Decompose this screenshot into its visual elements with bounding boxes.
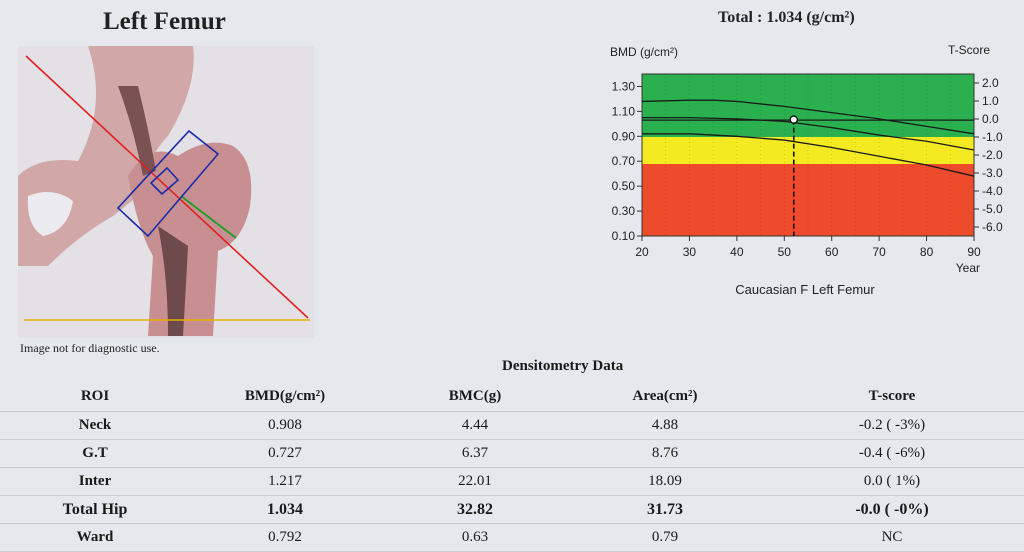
bmc-cell: 4.44 xyxy=(380,411,570,440)
y2-axis-label: T-Score xyxy=(948,43,990,57)
bmd-cell: 0.727 xyxy=(190,439,380,468)
area-cell: 31.73 xyxy=(570,495,760,524)
total-label: Total : xyxy=(718,9,763,26)
bmc-cell: 6.37 xyxy=(380,439,570,468)
x-tick-label: 80 xyxy=(920,245,934,259)
table-row: Inter 1.217 22.01 18.09 0.0 ( 1%) xyxy=(0,467,1024,496)
y-axis-label: BMD (g/cm²) xyxy=(610,45,678,59)
y2-tick-label: -6.0 xyxy=(982,220,1003,234)
tscore-cell: -0.0 ( -0%) xyxy=(760,495,1024,524)
scan-title: Left Femur xyxy=(103,8,226,35)
y2-tick-label: -4.0 xyxy=(982,184,1003,198)
col-roi: ROI xyxy=(0,381,190,412)
roi-cell: Inter xyxy=(0,467,190,496)
reference-curve-0 xyxy=(641,99,975,135)
roi-cell: G.T xyxy=(0,439,190,468)
x-tick-label: 60 xyxy=(825,245,839,259)
patient-marker xyxy=(789,115,799,124)
bmd-cell: 1.217 xyxy=(190,467,380,496)
reference-curve-1 xyxy=(642,116,975,151)
bmd-cell: 0.792 xyxy=(190,523,380,552)
col-tscore: T-score xyxy=(760,381,1024,412)
y-tick-label: 0.10 xyxy=(612,229,636,243)
y-tick-label: 1.10 xyxy=(612,104,636,118)
femur-scan-image xyxy=(18,46,314,338)
chart-caption: Caucasian F Left Femur xyxy=(735,282,875,297)
col-area: Area(cm²) xyxy=(570,381,760,412)
y2-tick-label: 2.0 xyxy=(982,76,999,90)
disclaimer-text: Image not for diagnostic use. xyxy=(20,341,160,355)
x-axis-label: Year xyxy=(956,261,980,275)
total-value: 1.034 (g/cm²) xyxy=(766,9,855,26)
densitometry-title: Densitometry Data xyxy=(502,358,624,374)
y-tick-label: 1.30 xyxy=(612,79,636,93)
reference-curve-2 xyxy=(642,133,975,177)
tscore-cell: -0.2 ( -3%) xyxy=(760,411,1024,440)
x-tick-label: 70 xyxy=(872,245,886,259)
bmd-reference-chart: 20 30 40 50 60 70 80 90 0.10 0.30 0.50 0.70 0.90 1.10… xyxy=(610,43,1003,297)
y2-tick-label: -3.0 xyxy=(982,166,1003,180)
y-tick-label: 0.50 xyxy=(612,179,636,193)
area-cell: 0.79 xyxy=(570,523,760,552)
bmc-cell: 22.01 xyxy=(380,467,570,496)
col-bmc: BMC(g) xyxy=(380,381,570,412)
y2-tick-label: -1.0 xyxy=(982,130,1003,144)
y-tick-label: 0.30 xyxy=(612,204,636,218)
tscore-cell: 0.0 ( 1%) xyxy=(760,467,1024,496)
x-tick-label: 50 xyxy=(778,245,792,259)
col-bmd: BMD(g/cm²) xyxy=(190,381,380,412)
table-row: Ward 0.792 0.63 0.79 NC xyxy=(0,523,1024,552)
y2-tick-label: 1.0 xyxy=(982,94,999,108)
x-tick-label: 30 xyxy=(683,245,697,259)
area-cell: 8.76 xyxy=(570,439,760,468)
x-tick-label: 90 xyxy=(967,245,981,259)
x-tick-label: 20 xyxy=(635,245,649,259)
area-cell: 4.88 xyxy=(570,411,760,440)
y2-tick-label: -2.0 xyxy=(982,148,1003,162)
area-cell: 18.09 xyxy=(570,467,760,496)
x-tick-label: 40 xyxy=(730,245,744,259)
bmc-cell: 0.63 xyxy=(380,523,570,552)
roi-cell: Neck xyxy=(0,411,190,440)
y2-tick-label: -5.0 xyxy=(982,202,1003,216)
table-row: Neck 0.908 4.44 4.88 -0.2 ( -3%) xyxy=(0,411,1024,440)
roi-cell: Total Hip xyxy=(0,495,190,524)
zone-band-2 xyxy=(642,74,974,137)
roi-cell: Ward xyxy=(0,523,190,552)
zone-band-0 xyxy=(642,164,974,236)
total-bmd-readout: Total : 1.034 (g/cm²) xyxy=(718,9,855,27)
y-tick-label: 0.70 xyxy=(612,154,636,168)
bmc-cell: 32.82 xyxy=(380,495,570,524)
y2-tick-label: 0.0 xyxy=(982,112,999,126)
bmd-cell: 1.034 xyxy=(190,495,380,524)
densitometry-table: ROI BMD(g/cm²) BMC(g) Area(cm²) T-score … xyxy=(0,381,1024,552)
table-row: G.T 0.727 6.37 8.76 -0.4 ( -6%) xyxy=(0,439,1024,468)
tscore-cell: NC xyxy=(760,523,1024,552)
table-row-total: Total Hip 1.034 32.82 31.73 -0.0 ( -0%) xyxy=(0,495,1024,524)
y-tick-label: 0.90 xyxy=(612,129,636,143)
table-header-row: ROI BMD(g/cm²) BMC(g) Area(cm²) T-score xyxy=(0,381,1024,412)
bmd-cell: 0.908 xyxy=(190,411,380,440)
tscore-cell: -0.4 ( -6%) xyxy=(760,439,1024,468)
zone-band-1 xyxy=(642,137,974,164)
